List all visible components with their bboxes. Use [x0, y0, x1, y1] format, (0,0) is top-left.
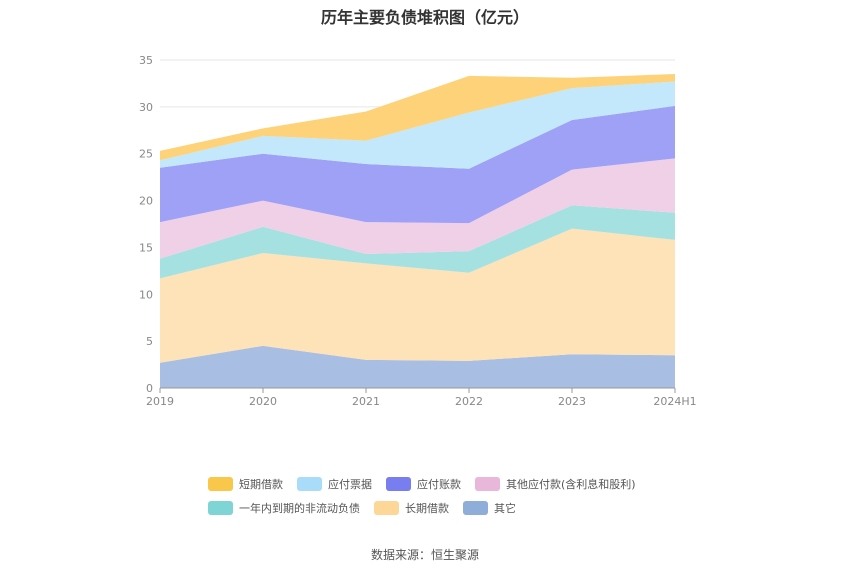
legend-swatch — [297, 477, 322, 491]
stacked-area-chart: 0 5 10 15 20 25 30 35 2019 2020 2021 2022 2023 2024H1 — [139, 54, 697, 408]
legend-row-2: 一年内到期的非流动负债 长期借款 其它 — [208, 496, 668, 520]
legend-label: 应付票据 — [328, 478, 372, 491]
y-tick-label: 10 — [139, 288, 153, 301]
legend: 短期借款 应付票据 应付账款 其他应付款(含利息和股利) 一年内到期的非流动负债… — [208, 472, 668, 520]
area-series — [160, 105, 675, 224]
x-tick-label: 2023 — [558, 395, 586, 408]
area-series — [160, 228, 675, 363]
y-tick-label: 35 — [139, 54, 153, 67]
x-tick-label: 2024H1 — [653, 395, 696, 408]
legend-swatch — [208, 477, 233, 491]
x-tick-label: 2021 — [352, 395, 380, 408]
x-tick-label: 2020 — [249, 395, 277, 408]
y-tick-label: 20 — [139, 195, 153, 208]
x-tick-label: 2022 — [455, 395, 483, 408]
y-tick-label: 25 — [139, 148, 153, 161]
legend-label: 应付账款 — [417, 478, 461, 491]
area-series — [160, 158, 675, 259]
legend-label: 其他应付款(含利息和股利) — [506, 478, 636, 491]
legend-swatch — [475, 477, 500, 491]
data-source: 数据来源：恒生聚源 — [370, 548, 479, 562]
area-series — [160, 74, 675, 161]
area-series — [160, 345, 675, 388]
y-tick-label: 0 — [146, 382, 153, 395]
legend-label: 一年内到期的非流动负债 — [239, 502, 360, 515]
legend-swatch — [463, 501, 488, 515]
legend-item-notes-payable[interactable]: 应付票据 — [297, 476, 372, 492]
legend-swatch — [386, 477, 411, 491]
legend-swatch — [374, 501, 399, 515]
legend-swatch — [208, 501, 233, 515]
y-tick-label: 5 — [146, 335, 153, 348]
legend-item-short-term-loans[interactable]: 短期借款 — [208, 476, 283, 492]
legend-item-current-noncurrent-liabilities[interactable]: 一年内到期的非流动负债 — [208, 500, 360, 516]
x-tick-label: 2019 — [146, 395, 174, 408]
legend-item-long-term-loans[interactable]: 长期借款 — [374, 500, 449, 516]
legend-label: 长期借款 — [405, 502, 449, 515]
legend-row-1: 短期借款 应付票据 应付账款 其他应付款(含利息和股利) — [208, 472, 668, 496]
legend-item-accounts-payable[interactable]: 应付账款 — [386, 476, 461, 492]
y-tick-label: 15 — [139, 241, 153, 254]
legend-item-other-payables[interactable]: 其他应付款(含利息和股利) — [475, 476, 636, 492]
legend-label: 短期借款 — [239, 478, 283, 491]
chart-title: 历年主要负债堆积图（亿元） — [320, 8, 529, 27]
area-series — [160, 81, 675, 169]
legend-item-other[interactable]: 其它 — [463, 500, 516, 516]
legend-label: 其它 — [494, 502, 516, 515]
y-tick-label: 30 — [139, 101, 153, 114]
area-series — [160, 205, 675, 279]
